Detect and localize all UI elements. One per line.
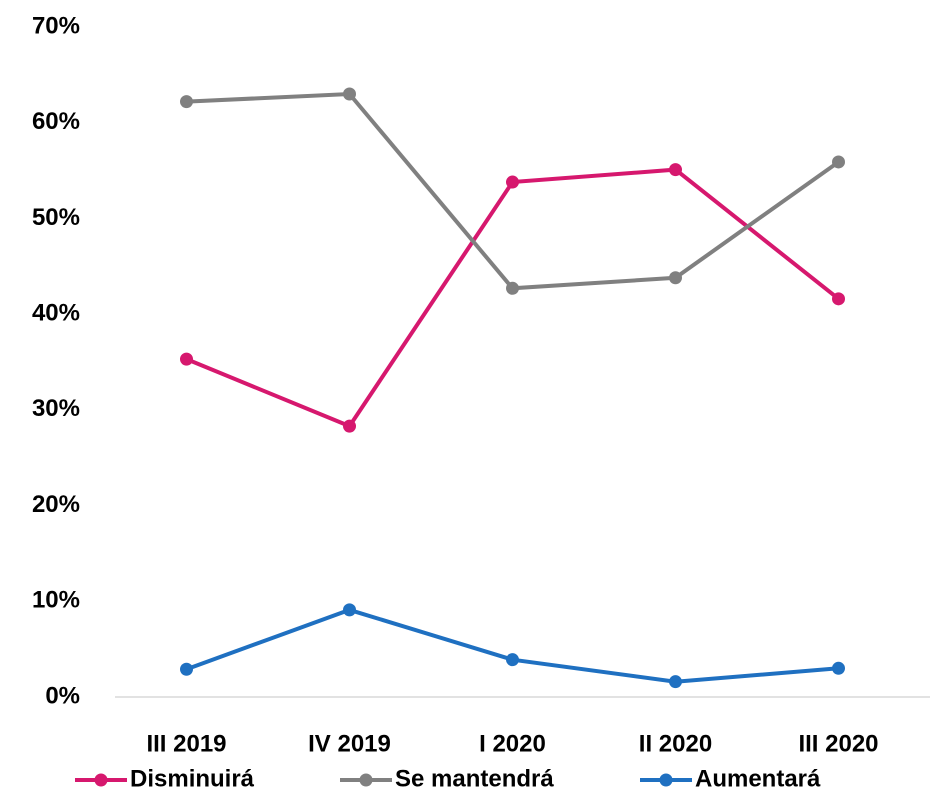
point [832,661,845,675]
point [343,603,356,617]
legend-marker [659,773,673,787]
x-tick-label: III 2019 [146,730,226,757]
y-tick-label: 20% [32,491,80,518]
point [180,662,193,676]
legend-marker [94,773,108,787]
x-tick-label: II 2020 [639,730,712,757]
point [832,155,845,169]
y-tick-label: 70% [32,12,80,39]
y-tick-label: 30% [32,395,80,422]
point [343,419,356,433]
legend-marker [359,773,373,787]
legend-label: Aumentará [695,765,821,792]
point [506,175,519,189]
y-tick-label: 10% [32,587,80,614]
y-tick-label: 50% [32,204,80,231]
x-tick-label: I 2020 [479,730,546,757]
point [832,292,845,306]
x-tick-label: IV 2019 [308,730,391,757]
y-tick-label: 40% [32,299,80,326]
point [506,281,519,295]
series-line [186,91,840,291]
point [506,653,519,667]
point [669,163,682,177]
legend-label: Disminuirá [130,765,255,792]
point [180,95,193,109]
point [343,87,356,101]
series-line [185,167,840,429]
legend-label: Se mantendrá [395,765,554,792]
point [669,675,682,689]
point [669,271,682,285]
y-tick-label: 0% [45,682,80,709]
point [180,352,193,366]
y-tick-label: 60% [32,108,80,135]
x-tick-label: III 2020 [798,730,878,757]
series-line [185,607,839,684]
